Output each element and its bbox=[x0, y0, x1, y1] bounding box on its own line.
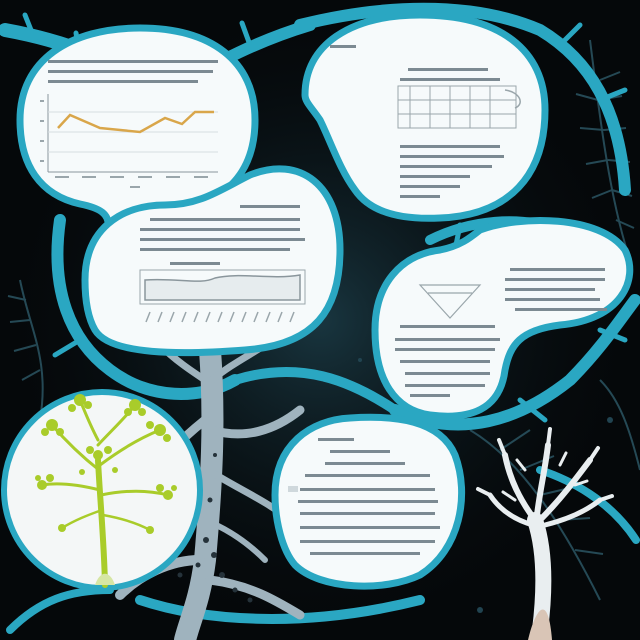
green-plant-leaves bbox=[35, 394, 177, 534]
bubble-middle-left bbox=[81, 165, 344, 357]
bubble-text-lines bbox=[400, 145, 504, 198]
bubble-margin-mark bbox=[288, 486, 298, 492]
bubble-bottom-center bbox=[271, 413, 466, 590]
tree-trunk-holes bbox=[177, 453, 253, 603]
line-series bbox=[57, 110, 214, 134]
teal-branch-spurs bbox=[22, 12, 628, 423]
bubble-middle-right bbox=[371, 216, 634, 420]
plant-base bbox=[95, 573, 115, 585]
bubble-text-lines bbox=[395, 268, 607, 397]
bubble-text-lines bbox=[140, 205, 305, 265]
coral-base bbox=[528, 609, 552, 640]
funnel-diagram bbox=[418, 284, 482, 319]
bubble-text-lines bbox=[298, 438, 440, 555]
dark-ferns bbox=[7, 9, 640, 601]
table-chart bbox=[397, 85, 521, 129]
bubble-bottom-left bbox=[1, 389, 203, 591]
bubble-heading-lines bbox=[330, 45, 500, 81]
bubble-text-lines bbox=[48, 60, 218, 83]
tree-trunk bbox=[115, 339, 305, 640]
line-chart bbox=[40, 94, 218, 188]
area-chart bbox=[139, 269, 306, 323]
bubble-top-right bbox=[301, 11, 549, 222]
bubble-shape bbox=[81, 165, 344, 357]
